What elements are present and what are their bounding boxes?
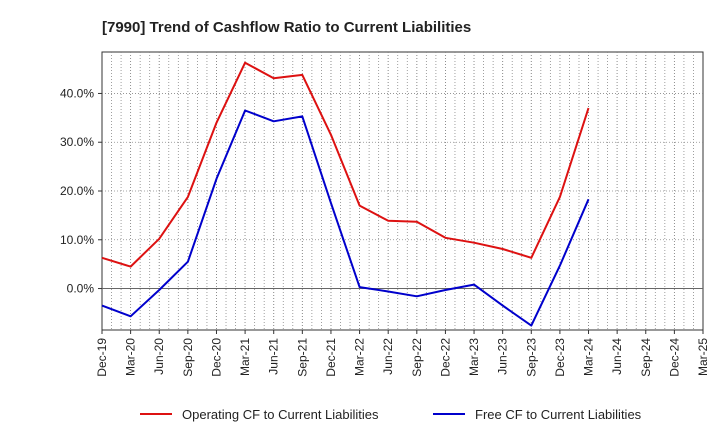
chart-title: [7990] Trend of Cashflow Ratio to Curren… [102,19,471,36]
x-tick-label: Dec-21 [324,338,338,377]
series-line-operating-cf [101,61,590,268]
x-tick-label: Dec-23 [553,338,567,377]
legend-label: Operating CF to Current Liabilities [182,407,379,422]
x-tick-label: Mar-21 [238,338,252,376]
series-line-free-cf [101,109,590,327]
x-tick-label: Dec-20 [209,338,223,377]
x-tick-label: Sep-21 [295,338,309,377]
y-tick-label: 20.0% [60,184,94,198]
y-tick-label: 30.0% [60,135,94,149]
x-tick-label: Jun-23 [496,338,510,375]
y-tick-label: 0.0% [67,282,95,296]
y-tick-label: 40.0% [60,86,94,100]
x-tick-label: Sep-22 [410,338,424,377]
x-tick-label: Jun-24 [610,338,624,375]
x-tick-label: Sep-20 [181,338,195,377]
x-tick-label: Dec-24 [667,338,681,377]
x-tick-label: Mar-20 [124,338,138,376]
x-tick-label: Jun-22 [381,338,395,375]
x-tick-label: Dec-19 [95,338,109,377]
legend-label: Free CF to Current Liabilities [475,407,642,422]
x-tick-label: Mar-24 [582,338,596,376]
x-tick-label: Jun-20 [152,338,166,375]
x-tick-label: Sep-23 [524,338,538,377]
x-tick-label: Mar-25 [696,338,710,376]
x-tick-label: Mar-23 [467,338,481,376]
x-tick-label: Jun-21 [267,338,281,375]
x-tick-label: Dec-22 [438,338,452,377]
y-tick-label: 10.0% [60,233,94,247]
x-tick-label: Sep-24 [639,338,653,377]
x-tick-label: Mar-22 [353,338,367,376]
